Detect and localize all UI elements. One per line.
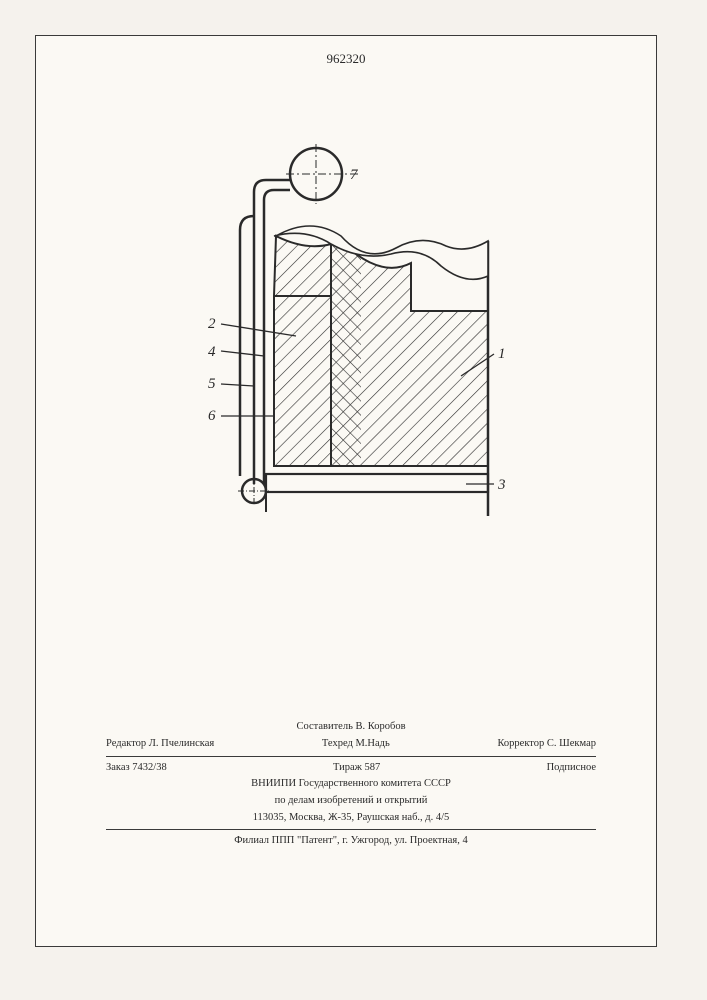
credits-row: Редактор Л. Пчелинская Техред М.Надь Кор… xyxy=(106,737,596,752)
corrector: Корректор С. Шекмар xyxy=(497,737,596,752)
diagram-label-6: 6 xyxy=(208,408,216,424)
org-line-1: ВНИИПИ Государственного комитета СССР xyxy=(106,777,596,792)
compiler-label: Составитель xyxy=(296,721,352,732)
divider-2 xyxy=(106,829,596,830)
org-line-2: по делам изобретений и открытий xyxy=(106,794,596,809)
page-frame: 962320 xyxy=(35,35,657,947)
footer-block: Составитель В. Коробов Редактор Л. Пчели… xyxy=(106,718,596,851)
technical: Техред М.Надь xyxy=(322,737,390,752)
compiler-name: В. Коробов xyxy=(356,721,406,732)
subscription: Подписное xyxy=(547,761,596,776)
diagram-label-2: 2 xyxy=(208,316,216,332)
diagram-label-3: 3 xyxy=(497,477,506,493)
patent-number: 962320 xyxy=(327,51,366,67)
diagram-label-5: 5 xyxy=(208,376,216,392)
editor: Редактор Л. Пчелинская xyxy=(106,737,214,752)
branch-line: Филиал ППП "Патент", г. Ужгород, ул. Про… xyxy=(106,834,596,849)
org-address: 113035, Москва, Ж-35, Раушская наб., д. … xyxy=(106,811,596,826)
technical-diagram: 7 2 4 5 6 1 3 xyxy=(166,136,546,556)
order-row: Заказ 7432/38 Тираж 587 Подписное xyxy=(106,761,596,776)
compiler-line: Составитель В. Коробов xyxy=(106,720,596,735)
diagram-label-7: 7 xyxy=(350,167,359,183)
circulation: Тираж 587 xyxy=(333,761,380,776)
diagram-label-1: 1 xyxy=(498,346,506,362)
divider-1 xyxy=(106,756,596,757)
order: Заказ 7432/38 xyxy=(106,761,167,776)
diagram-label-4: 4 xyxy=(208,344,216,360)
